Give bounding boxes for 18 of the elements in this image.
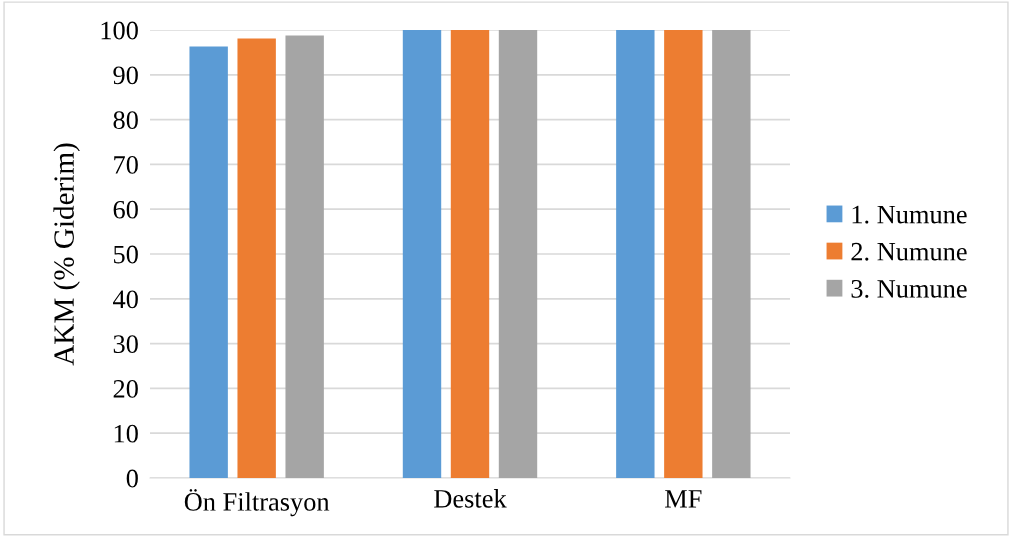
- y-tick-label: 30: [113, 335, 138, 354]
- y-tick-label: 60: [113, 200, 138, 219]
- x-tick-label: Destek: [434, 489, 507, 508]
- y-tick-label: 0: [126, 469, 138, 488]
- x-tick-label: Ön Filtrasyon: [184, 489, 330, 517]
- legend-label: 2. Numune: [851, 242, 967, 261]
- legend-label: 1. Numune: [852, 205, 967, 224]
- y-tick-label: 70: [114, 156, 138, 174]
- y-tick-label: 90: [113, 66, 138, 85]
- y-axis-title: AKM (% Giderim): [53, 143, 80, 366]
- legend-label: 3. Numune: [851, 280, 967, 298]
- y-tick-label: 50: [114, 245, 138, 264]
- y-tick-label: 80: [113, 111, 138, 130]
- y-tick-label: 40: [113, 290, 138, 309]
- y-tick-label: 100: [101, 21, 138, 40]
- x-tick-label: MF: [665, 490, 702, 508]
- y-tick-label: 20: [113, 380, 138, 398]
- y-tick-label: 10: [114, 424, 138, 443]
